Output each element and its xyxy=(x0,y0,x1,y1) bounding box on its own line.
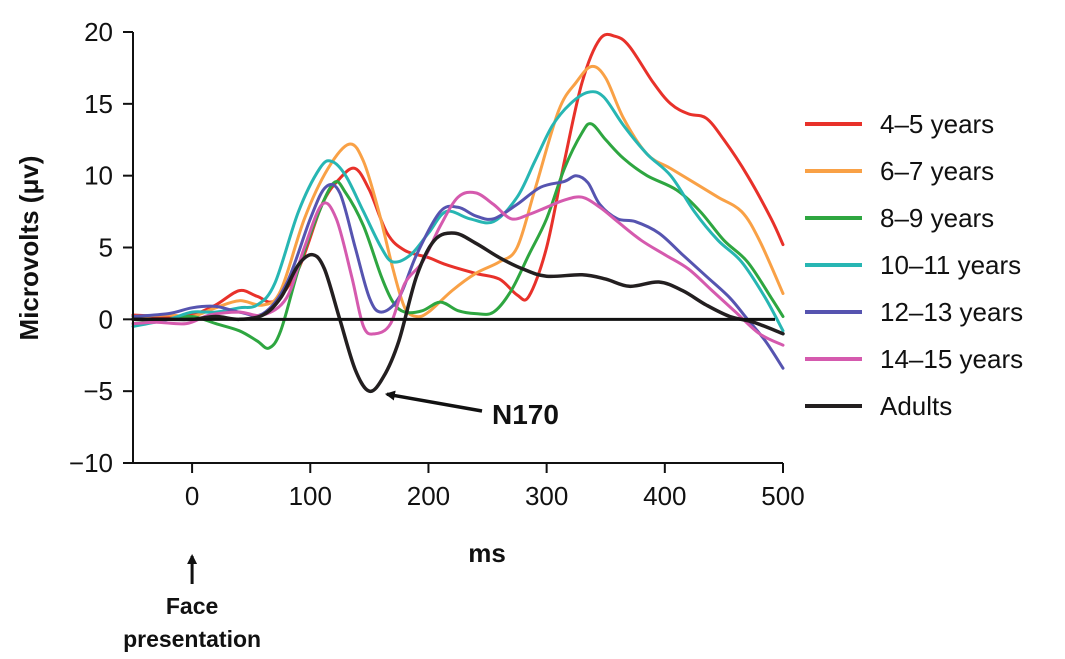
x-tick-label: 300 xyxy=(525,481,568,511)
x-tick-label: 0 xyxy=(185,481,199,511)
y-tick-label: 5 xyxy=(99,233,113,263)
x-tick-label: 500 xyxy=(761,481,804,511)
y-tick-label: 20 xyxy=(84,17,113,47)
series-line-5 xyxy=(131,190,785,347)
y-tick-label: −10 xyxy=(69,448,113,478)
series-line-6 xyxy=(131,231,785,394)
legend: 4–5 years 6–7 years 8–9 years 10–11 years 12… xyxy=(805,109,1023,421)
legend-label-3: 10–11 years xyxy=(880,250,1021,280)
n170-label: N170 xyxy=(492,399,559,430)
series-line-4 xyxy=(131,174,785,370)
legend-label-1: 6–7 years xyxy=(880,156,994,186)
y-tick-label: 0 xyxy=(99,304,113,334)
x-axis-title: ms xyxy=(468,538,506,568)
legend-label-0: 4–5 years xyxy=(880,109,994,139)
y-tick-label: −5 xyxy=(83,376,113,406)
y-tick-label: 15 xyxy=(84,89,113,119)
series-line-0 xyxy=(131,32,785,319)
y-tick-label: 10 xyxy=(84,161,113,191)
x-tick-label: 400 xyxy=(643,481,686,511)
y-axis-title: Microvolts (μv) xyxy=(14,156,44,341)
annotations: N170 Face presentation xyxy=(123,390,559,652)
x-tick-label: 100 xyxy=(289,481,332,511)
face-presentation-label: Face xyxy=(166,593,218,619)
series-line-2 xyxy=(131,122,785,350)
legend-label-2: 8–9 years xyxy=(880,203,994,233)
face-presentation-label: presentation xyxy=(123,626,261,652)
plot-area xyxy=(131,32,785,394)
series-line-1 xyxy=(131,64,785,319)
series-line-3 xyxy=(131,90,785,333)
legend-label-4: 12–13 years xyxy=(880,297,1023,327)
legend-label-6: Adults xyxy=(880,391,952,421)
x-tick-label: 200 xyxy=(407,481,450,511)
legend-label-5: 14–15 years xyxy=(880,344,1023,374)
n170-arrow xyxy=(384,390,483,413)
